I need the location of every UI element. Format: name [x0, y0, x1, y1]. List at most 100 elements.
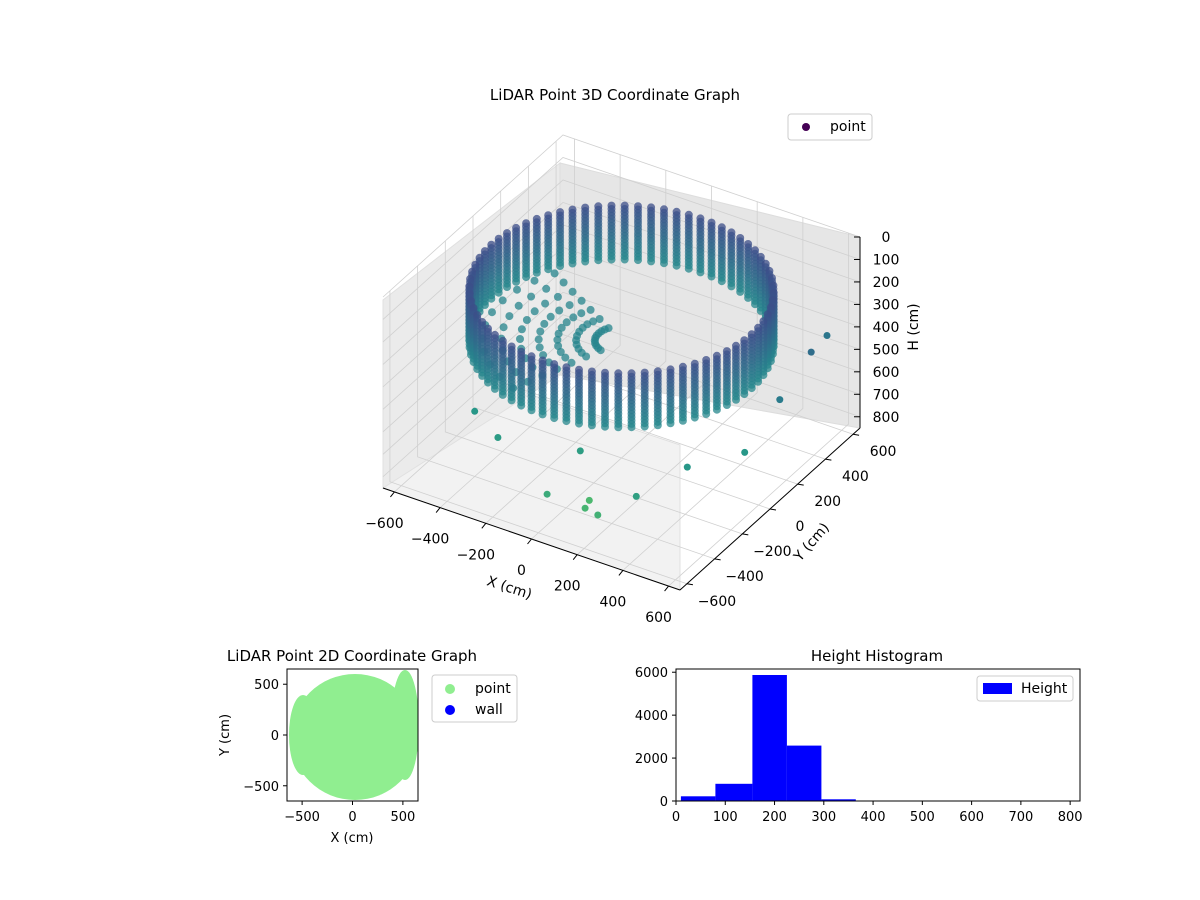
x-tick-label-2d: 0 [348, 810, 356, 825]
y-tick-3d [686, 583, 694, 586]
point-3d [546, 312, 555, 321]
point-3d [595, 315, 604, 323]
point-3d [562, 417, 571, 426]
point-3d [527, 406, 536, 415]
point-3d [538, 410, 547, 419]
point-3d [666, 419, 675, 428]
histogram-bar [715, 783, 753, 801]
point-3d [562, 318, 571, 327]
point-3d [634, 256, 642, 265]
point-3d [522, 273, 531, 282]
outlier-point-3d [581, 504, 589, 512]
point-3d [487, 294, 496, 303]
point-3d [696, 268, 705, 277]
x-tick-3d [481, 522, 487, 529]
points-3d [465, 201, 831, 519]
y-tick-3d [714, 558, 721, 561]
height-histogram: Height Histogram 0 100 200 300 400 500 600 700 8… [635, 647, 1083, 825]
y-tick-label-3d: 0 [796, 519, 805, 535]
point-3d [640, 422, 649, 431]
points-2d-left-bulge [289, 695, 317, 775]
grid-line-x [439, 154, 621, 508]
point-3d [517, 325, 526, 334]
point-3d [498, 390, 507, 399]
ticks-histogram: 0 100 200 300 400 500 600 700 800 0 2000 4000 6000 [635, 666, 1083, 825]
outlier-point-3d [741, 448, 749, 456]
point-3d [478, 371, 487, 380]
x-tick-3d [527, 538, 532, 545]
histogram-title: Height Histogram [811, 647, 943, 665]
x-tick-label-histogram: 300 [811, 810, 836, 825]
point-3d [751, 300, 759, 309]
z-tick-label-3d: 600 [873, 365, 900, 381]
grid-line-y [389, 290, 688, 585]
point-3d [740, 390, 749, 399]
grid-line-h [382, 179, 861, 343]
y-axis-label-2d: Y (cm) [218, 714, 233, 757]
histogram-bar [821, 799, 856, 801]
x-tick-label-3d: 200 [554, 579, 581, 595]
point-3d [556, 348, 565, 356]
y-tick-label-histogram: 6000 [635, 666, 668, 681]
point-3d [555, 306, 564, 315]
points-2d-disk [291, 674, 418, 800]
legend-3d: point [787, 113, 873, 141]
legend-point-marker [802, 123, 810, 131]
y-tick-3d [769, 508, 777, 511]
point-3d [490, 384, 499, 393]
point-3d [505, 312, 514, 321]
z-tick-label-3d: 500 [873, 342, 900, 358]
legend-histogram: Height [976, 675, 1074, 702]
point-3d [544, 265, 553, 274]
chart-3d-title: LiDAR Point 3D Coordinate Graph [490, 86, 740, 104]
y-tick-label-3d: −600 [698, 594, 736, 610]
point-3d [534, 335, 543, 344]
legend-wall-marker [445, 705, 455, 715]
histogram-bar [680, 796, 716, 801]
outlier-point-3d [543, 490, 551, 498]
outlier-point-3d [494, 434, 502, 441]
point-3d [550, 414, 559, 423]
point-3d [530, 307, 539, 316]
x-tick-label-2d: 500 [390, 810, 415, 825]
y-tick-label-histogram: 0 [660, 795, 668, 810]
point-3d [568, 259, 577, 268]
x-tick-label-histogram: 200 [762, 810, 787, 825]
x-tick-label-3d: 400 [600, 594, 627, 610]
y-tick-label-3d: 600 [870, 444, 897, 460]
z-tick-label-3d: 200 [873, 275, 900, 291]
grid-line-x [668, 233, 849, 587]
point-3d [627, 423, 636, 432]
point-3d [557, 323, 566, 332]
histogram-bar [786, 745, 822, 801]
y-tick-label-3d: −200 [753, 544, 791, 560]
x-tick-label-histogram: 100 [713, 810, 738, 825]
y-tick-label-3d: 200 [814, 494, 841, 510]
legend-wall-label: wall [475, 702, 503, 718]
point-3d [542, 284, 551, 293]
point-3d [587, 421, 596, 430]
point-3d [601, 422, 609, 431]
point-3d [614, 423, 623, 432]
point-3d [607, 255, 616, 264]
point-3d [513, 285, 521, 294]
point-3d [512, 277, 521, 286]
point-3d [503, 283, 511, 291]
y-tick-label-3d: 400 [842, 469, 869, 485]
grid-line-x [622, 217, 804, 571]
point-3d [535, 343, 544, 352]
y-tick-label-2d: 500 [254, 678, 279, 693]
grid-line-h [382, 157, 861, 320]
point-3d [707, 272, 716, 281]
point-3d [559, 278, 568, 287]
point-3d [553, 292, 562, 301]
point-3d [690, 413, 699, 422]
outlier-point-3d [585, 496, 593, 504]
y-tick-3d [852, 433, 860, 436]
point-3d [536, 327, 545, 336]
x-axis-label-2d: X (cm) [331, 831, 374, 846]
point-3d [732, 395, 740, 404]
x-tick-3d [664, 585, 669, 592]
z-tick-label-3d: 100 [873, 252, 900, 268]
